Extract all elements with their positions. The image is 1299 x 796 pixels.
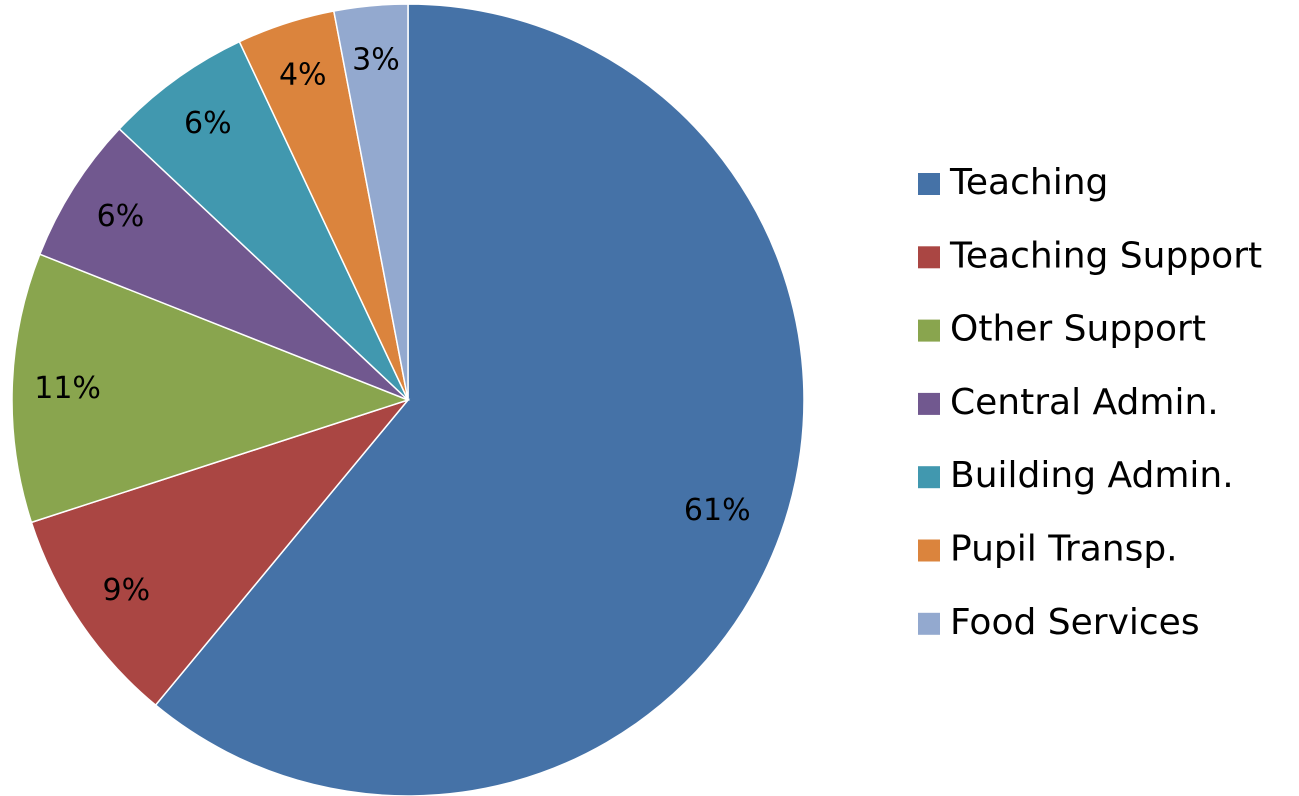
- legend-label: Teaching Support: [949, 235, 1262, 276]
- pie-slice: [332, 3, 409, 401]
- pie-slice: [154, 3, 805, 796]
- pie-slice: [30, 398, 411, 707]
- legend-swatch: [918, 539, 940, 562]
- legend-swatch: [918, 612, 940, 635]
- legend-label: Building Admin.: [950, 455, 1234, 496]
- pie-slice: [11, 253, 411, 524]
- pie-slice: [118, 40, 409, 401]
- legend-swatch: [918, 466, 940, 489]
- legend-swatch: [918, 246, 940, 269]
- data-label: 9%: [103, 573, 151, 608]
- legend-label: Central Admin.: [950, 382, 1219, 423]
- pie-slice: [38, 127, 409, 401]
- data-label: 6%: [97, 199, 145, 234]
- data-label: 3%: [352, 42, 400, 77]
- data-label: 4%: [279, 58, 327, 93]
- legend-swatch: [918, 319, 940, 342]
- data-label: 11%: [34, 371, 101, 406]
- legend-swatch: [918, 173, 940, 195]
- data-label: 61%: [684, 493, 751, 528]
- legend-label: Other Support: [950, 309, 1206, 350]
- legend-swatch: [918, 392, 940, 415]
- legend-label: Teaching: [949, 162, 1108, 203]
- legend-label: Pupil Transp.: [950, 529, 1178, 570]
- data-label: 6%: [184, 106, 232, 141]
- legend-label: Food Services: [950, 602, 1200, 643]
